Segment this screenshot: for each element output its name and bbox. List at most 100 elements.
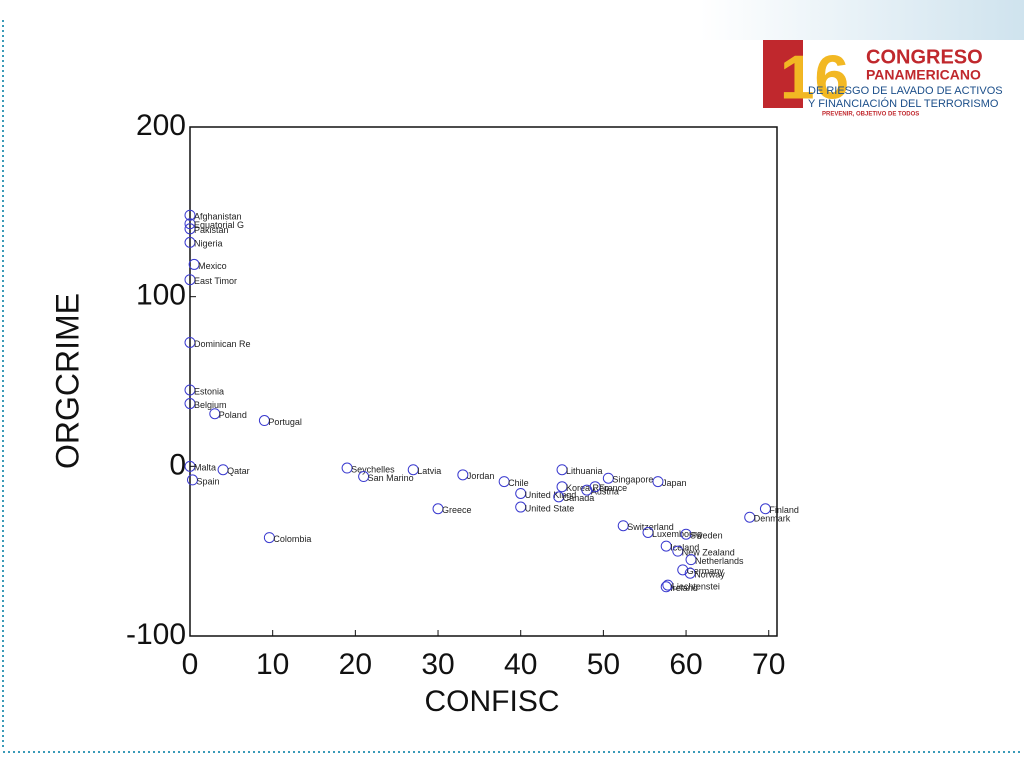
point: [515, 501, 527, 513]
point: [217, 464, 229, 476]
point-label: Iceland: [670, 542, 699, 552]
x-tick-label: 0: [182, 648, 199, 681]
point: [556, 464, 568, 476]
point-label: Liechtenstei: [672, 581, 720, 591]
point-label: Nigeria: [194, 239, 223, 249]
point: [677, 564, 689, 576]
point: [672, 545, 684, 557]
point-label: San Marino: [368, 473, 414, 483]
point-label: Canada: [563, 493, 595, 503]
point: [184, 336, 196, 348]
point-label: Luxembourg: [652, 529, 702, 539]
point-label: Greece: [442, 505, 472, 515]
x-tick-label: 30: [421, 648, 454, 681]
point-label: New Zealand: [682, 548, 735, 558]
point: [498, 476, 510, 488]
point: [662, 579, 674, 591]
y-tick-label: 200: [136, 109, 186, 142]
x-tick-label: 60: [669, 648, 702, 681]
point: [515, 487, 527, 499]
point-label: United Kingd: [525, 490, 577, 500]
logo-block: [763, 40, 803, 108]
point: [589, 481, 601, 493]
point-label: Dominican Re: [194, 339, 251, 349]
point: [258, 415, 270, 427]
point: [184, 223, 196, 235]
x-tick-label: 50: [587, 648, 620, 681]
point-label: Norway: [694, 570, 725, 580]
y-tick-label: 100: [136, 279, 186, 312]
y-axis-label: ORGCRIME: [49, 293, 85, 469]
point-label: Jordan: [467, 471, 495, 481]
point: [358, 471, 370, 483]
x-axis-label: CONFISC: [425, 685, 560, 718]
point: [341, 462, 353, 474]
point: [553, 491, 565, 503]
point-label: Latvia: [417, 466, 441, 476]
point: [407, 464, 419, 476]
point-label: Colombia: [273, 534, 311, 544]
point: [457, 469, 469, 481]
point: [184, 218, 196, 230]
point: [685, 554, 697, 566]
point-label: Sweden: [690, 531, 723, 541]
point-label: East Timor: [194, 276, 237, 286]
point: [680, 528, 692, 540]
point: [602, 472, 614, 484]
plot-frame: [189, 126, 778, 637]
point-label: Seychelles: [351, 464, 395, 474]
point-label: Austria: [591, 486, 619, 496]
point-label: Portugal: [268, 417, 302, 427]
point-label: Switzerland: [627, 522, 674, 532]
point: [184, 209, 196, 221]
point: [184, 236, 196, 248]
point: [660, 540, 672, 552]
point: [759, 503, 771, 515]
x-tick-label: 70: [752, 648, 785, 681]
point: [652, 476, 664, 488]
point-label: Belgium: [194, 400, 227, 410]
y-tick-label: 0: [169, 448, 186, 481]
point-label: Japan: [662, 478, 687, 488]
header-band: [700, 0, 1024, 40]
point: [744, 511, 756, 523]
point-label: Singapore: [612, 475, 653, 485]
point-label: Afghanistan: [194, 212, 242, 222]
x-tick-label: 40: [504, 648, 537, 681]
point: [188, 258, 200, 270]
logo-motto: PREVENIR, OBJETIVO DE TODOS: [822, 112, 919, 118]
point: [184, 274, 196, 286]
point: [184, 398, 196, 410]
point-label: Mexico: [198, 261, 227, 271]
point-label: Poland: [219, 410, 247, 420]
point-label: Ireland: [670, 583, 698, 593]
point-label: Germany: [687, 566, 725, 576]
point: [432, 503, 444, 515]
point: [184, 460, 196, 472]
point-label: Estonia: [194, 386, 224, 396]
point: [184, 384, 196, 396]
point-label: Lithuania: [566, 466, 603, 476]
logo-text: Y FINANCIACIÓN DEL TERRORISMO: [808, 97, 999, 110]
logo-text: DE RIESGO DE LAVADO DE ACTIVOS: [808, 85, 1003, 97]
point-label: Denmark: [754, 514, 791, 524]
point-label: Korea Rep.: [566, 483, 612, 493]
point-label: Spain: [196, 476, 219, 486]
point: [209, 408, 221, 420]
point-label: Chile: [508, 478, 529, 488]
logo-text: CONGRESO: [866, 46, 983, 68]
point: [660, 581, 672, 593]
point-label: Finland: [769, 505, 799, 515]
point-label: Malta: [194, 463, 216, 473]
y-tick-label: -100: [126, 618, 186, 651]
point: [186, 474, 198, 486]
logo-text: PANAMERICANO: [866, 67, 981, 83]
logo: 16 CONGRESO PANAMERICANO DE RIESGO DE LA…: [763, 40, 1003, 118]
point: [642, 527, 654, 539]
point: [617, 520, 629, 532]
point-label: United State: [525, 503, 575, 513]
point: [263, 532, 275, 544]
point-label: Qatar: [227, 466, 250, 476]
logo-number: 16: [780, 43, 849, 112]
